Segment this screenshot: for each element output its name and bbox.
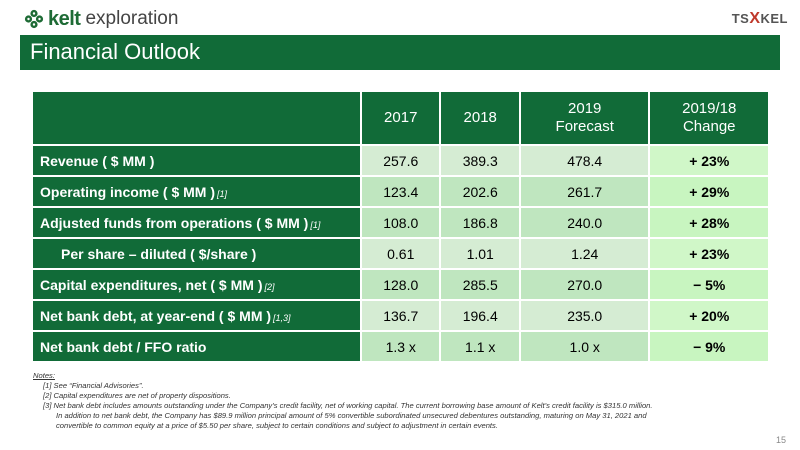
column-header: 2019 Forecast: [518, 92, 650, 145]
table-cell: 1.24: [518, 237, 650, 269]
table-cell: 186.8: [439, 206, 520, 238]
table-row: Per share – diluted ( $/share ) 0.61 1.0…: [33, 237, 768, 269]
logo-brand-text: kelt: [48, 7, 81, 30]
title-bar: Financial Outlook: [20, 35, 780, 70]
row-label: Per share – diluted ( $/share ): [33, 237, 361, 269]
column-header: 2017: [359, 92, 441, 145]
page-number: 15: [775, 435, 786, 445]
company-logo: kelt exploration: [24, 6, 178, 32]
footnote-item: [3] Net bank debt includes amounts outst…: [43, 401, 653, 410]
row-label: Capital expenditures, net ( $ MM ) [2]: [33, 268, 361, 300]
table-cell: 270.0: [518, 268, 650, 300]
table-cell: 0.61: [359, 237, 441, 269]
table-row: Capital expenditures, net ( $ MM ) [2] 12…: [33, 268, 768, 300]
table-cell: 257.6: [359, 144, 441, 176]
table-cell: 261.7: [518, 175, 650, 207]
table-cell: 1.3 x: [359, 330, 441, 361]
table-cell: 240.0: [518, 206, 650, 238]
footnote-item: [2] Capital expenditures are net of prop…: [43, 391, 231, 400]
row-label: Adjusted funds from operations ( $ MM )[…: [33, 206, 361, 238]
change-cell: − 9%: [648, 330, 768, 361]
header-blank-cell: [33, 92, 361, 145]
table-cell: 285.5: [439, 268, 520, 300]
notes-heading: Notes:: [33, 371, 55, 380]
column-header: 2018: [439, 92, 520, 145]
table-cell: 202.6: [439, 175, 520, 207]
table-cell: 1.01: [439, 237, 520, 269]
change-cell: + 23%: [648, 237, 768, 269]
row-label: Net bank debt, at year-end ( $ MM ) [1,3]: [33, 299, 361, 331]
column-header: 2019/18 Change: [648, 92, 768, 145]
tsx-mark-icon: X: [749, 10, 761, 27]
table-row: Operating income ( $ MM ) [1] 123.4 202.6…: [33, 175, 768, 207]
footnote-continuation: In addition to net bank debt, the Compan…: [56, 411, 647, 420]
table-cell: 389.3: [439, 144, 520, 176]
change-cell: + 20%: [648, 299, 768, 331]
table-cell: 128.0: [359, 268, 441, 300]
table-header-row: 2017 2018 2019 Forecast 2019/18 Change: [33, 92, 768, 145]
tsx-right-text: KEL: [760, 11, 788, 26]
table-cell: 1.0 x: [518, 330, 650, 361]
row-label: Operating income ( $ MM ) [1]: [33, 175, 361, 207]
table-cell: 1.1 x: [439, 330, 520, 361]
table-cell: 108.0: [359, 206, 441, 238]
footnote-item: [1] See “Financial Advisories”.: [43, 381, 144, 390]
change-cell: − 5%: [648, 268, 768, 300]
table-row: Net bank debt, at year-end ( $ MM ) [1,3]…: [33, 299, 768, 331]
change-cell: + 28%: [648, 206, 768, 238]
change-cell: + 23%: [648, 144, 768, 176]
footnotes: Notes: [1] See “Financial Advisories”. […: [33, 371, 713, 431]
table-row: Adjusted funds from operations ( $ MM )[…: [33, 206, 768, 238]
table-cell: 478.4: [518, 144, 650, 176]
row-label: Net bank debt / FFO ratio: [33, 330, 361, 361]
tsx-left-text: TS: [731, 11, 750, 26]
footnote-continuation: convertible to common equity at a price …: [56, 421, 498, 430]
table-row: Net bank debt / FFO ratio 1.3 x 1.1 x 1.…: [33, 330, 768, 361]
row-label: Revenue ( $ MM ): [33, 144, 361, 176]
clover-logo-icon: [24, 9, 44, 29]
logo-word-text: exploration: [85, 8, 179, 29]
page-title: Financial Outlook: [30, 39, 200, 64]
financial-outlook-table: 2017 2018 2019 Forecast 2019/18 Change Rev…: [33, 92, 768, 361]
table-cell: 136.7: [359, 299, 441, 331]
change-cell: + 29%: [648, 175, 768, 207]
table-cell: 196.4: [439, 299, 520, 331]
table-row: Revenue ( $ MM ) 257.6 389.3 478.4 + 23%: [33, 144, 768, 176]
tsx-exchange-logo: TSXKEL: [732, 10, 788, 28]
table-cell: 123.4: [359, 175, 441, 207]
table-cell: 235.0: [518, 299, 650, 331]
